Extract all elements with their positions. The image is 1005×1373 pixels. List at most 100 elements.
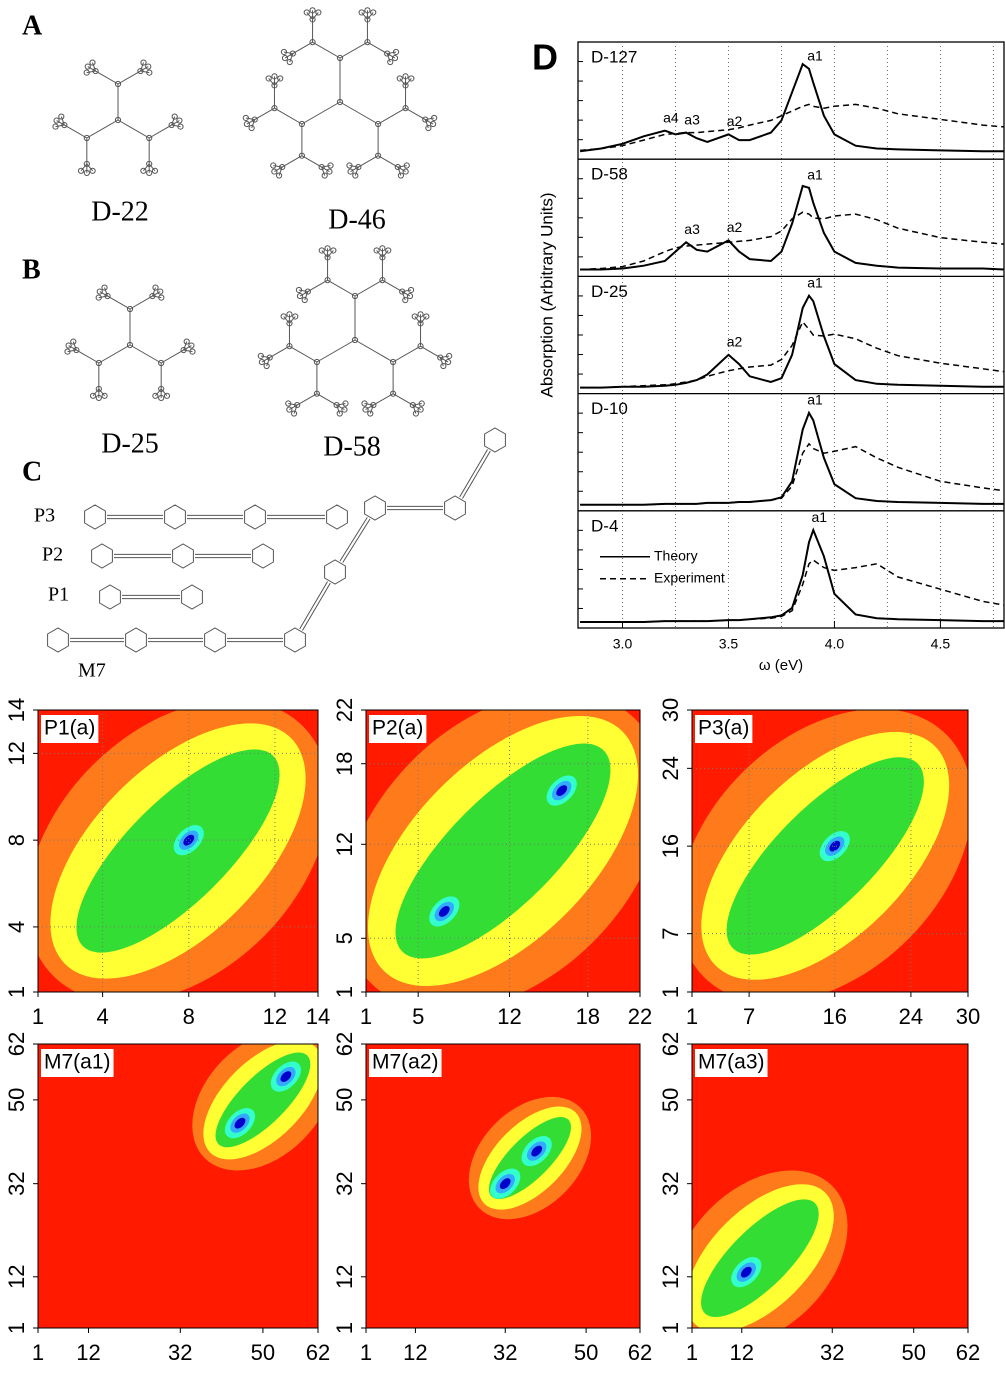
atom [397, 172, 405, 179]
molecule-sketches [47, 7, 506, 653]
atom [341, 406, 348, 413]
peak-label: a1 [811, 509, 827, 525]
molecule-label: P3 [34, 505, 55, 527]
bond [289, 316, 296, 324]
x-tick-label: 1 [360, 1004, 372, 1029]
bond [148, 163, 156, 172]
atom [425, 124, 432, 132]
bond [397, 166, 402, 176]
bond [293, 404, 298, 414]
x-tick-label: 50 [901, 1340, 925, 1365]
atom [101, 284, 108, 291]
panel-label: C [22, 456, 42, 487]
atom [423, 313, 430, 320]
atom [321, 172, 328, 179]
atom [286, 311, 293, 318]
bond [76, 349, 100, 364]
x-tick-label: 12 [76, 1340, 100, 1365]
heatmap-title: M7(a2) [372, 1051, 439, 1074]
x-tick-label: 4 [96, 1004, 108, 1029]
bond [298, 289, 308, 293]
peak-label: a1 [807, 274, 823, 290]
atom [440, 362, 447, 370]
bond [358, 155, 379, 168]
bond [336, 404, 345, 411]
atom [396, 75, 403, 82]
x-tick-label: 1 [686, 1004, 698, 1029]
atom [280, 48, 288, 56]
atom [243, 120, 251, 128]
bond [312, 12, 319, 20]
atom [96, 288, 103, 295]
theory-curve [579, 62, 1004, 153]
bond [148, 124, 172, 139]
bond [289, 404, 298, 411]
x-tick-label: 32 [493, 1340, 517, 1365]
ring [99, 584, 121, 610]
y-tick-label: 18 [332, 751, 357, 775]
bond [80, 163, 88, 172]
x-tick-label: 32 [820, 1340, 844, 1365]
peak [438, 906, 450, 917]
atom [248, 124, 255, 132]
bond [142, 163, 150, 172]
bond [104, 287, 109, 297]
peak-label: a2 [727, 113, 743, 129]
bond [399, 78, 406, 86]
ring [444, 495, 466, 521]
atom [347, 168, 354, 175]
legend-label: Experiment [654, 570, 725, 586]
x-tick-label: 7 [743, 1004, 755, 1029]
y-tick-label: 1 [658, 986, 683, 998]
atom [407, 286, 415, 294]
atom [444, 358, 452, 366]
x-tick-label: 8 [183, 1004, 195, 1029]
bond [386, 53, 396, 59]
atom [295, 286, 303, 294]
x-tick-label: 50 [574, 1340, 598, 1365]
peak [499, 1178, 511, 1190]
atom [177, 123, 184, 130]
atom [151, 167, 159, 174]
bond [386, 53, 391, 63]
bond [301, 155, 322, 168]
bond [160, 349, 184, 364]
bond [401, 291, 406, 301]
atom [412, 410, 420, 417]
bond [316, 393, 337, 406]
y-tick-label: 62 [332, 1032, 357, 1056]
bond [292, 41, 313, 54]
x-axis-label: ω (eV) [759, 657, 803, 674]
molecule-label: P1 [48, 584, 69, 606]
bond [152, 295, 162, 299]
bond [339, 41, 368, 59]
atom [290, 410, 298, 417]
plot-frame [691, 709, 969, 993]
panel-label: D-4 [591, 516, 618, 535]
atom [326, 168, 333, 175]
bond [304, 291, 309, 301]
y-tick-label: 5 [332, 932, 357, 944]
bond [440, 355, 450, 359]
peak [740, 1266, 752, 1278]
atom [77, 167, 85, 174]
bond [306, 12, 313, 20]
bond [364, 403, 374, 406]
bond [327, 250, 334, 258]
title-box [41, 1049, 114, 1077]
heatmap [38, 1044, 318, 1328]
y-tick-label: 50 [658, 1088, 683, 1112]
bond [397, 165, 407, 168]
atom [411, 313, 418, 320]
experiment-curve [580, 559, 1005, 623]
y-tick-label: 1 [658, 1322, 683, 1334]
bond [339, 517, 368, 562]
title-box [369, 715, 427, 743]
bond [283, 316, 290, 324]
bond [361, 12, 368, 20]
legend-label: Theory [654, 548, 698, 564]
bond [439, 357, 444, 367]
atom [390, 390, 397, 397]
plot-frame [577, 41, 1005, 629]
atom [152, 392, 159, 399]
